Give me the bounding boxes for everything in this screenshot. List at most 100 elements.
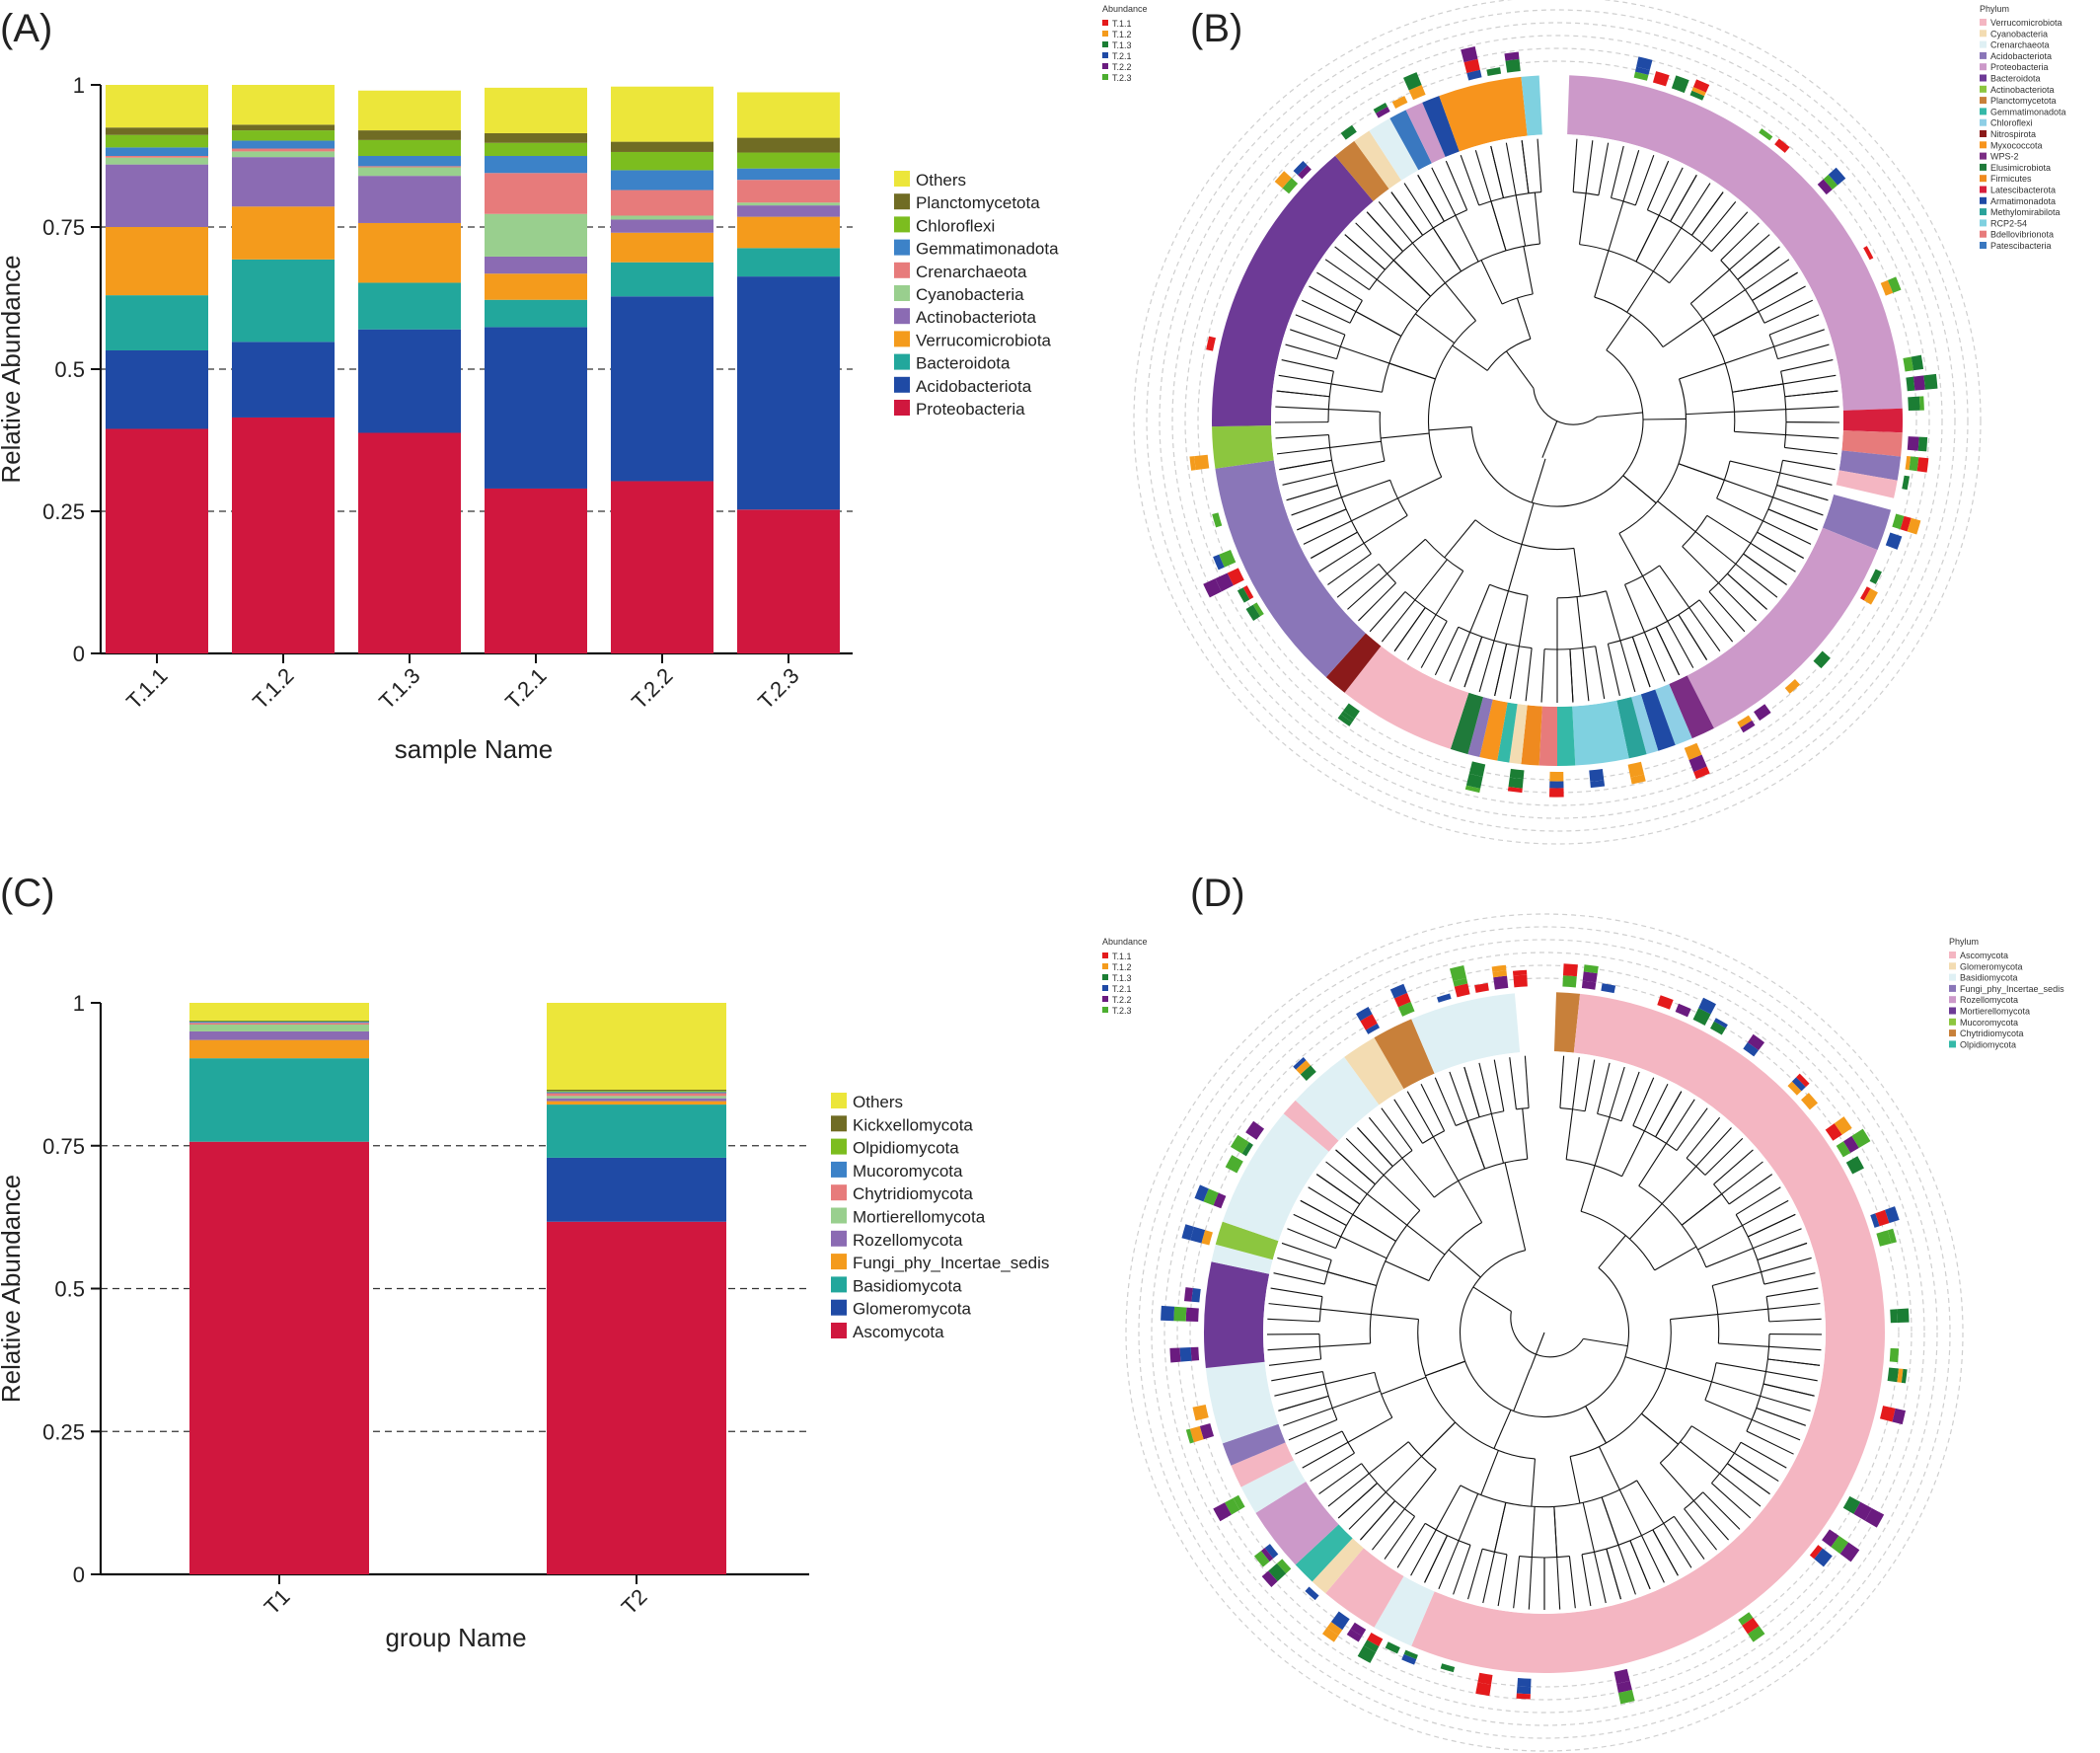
tree-branch	[1776, 484, 1829, 501]
tree-branch	[1410, 1529, 1437, 1576]
abundance-bar	[1326, 1622, 1343, 1637]
abundance-bar	[1463, 58, 1480, 73]
legend-swatch	[831, 1093, 847, 1108]
tree-branch	[1679, 362, 1726, 380]
bar-segment-verrucomicrobiota	[485, 273, 587, 300]
phylum-sector-wps-2	[1669, 675, 1714, 739]
bar-segment-gemmatimonadota	[611, 170, 713, 191]
tree-branch	[1680, 1441, 1721, 1475]
abundance-bar	[1189, 456, 1196, 471]
phylum-legend-label: Verrucomicrobiota	[1990, 18, 2062, 28]
tree-branch	[1434, 1077, 1457, 1126]
tree-branch	[1712, 311, 1760, 337]
abundance-bar	[1634, 66, 1650, 75]
tree-branch	[1585, 1406, 1607, 1444]
tree-branch	[1734, 409, 1786, 413]
abundance-bar	[1809, 1545, 1823, 1560]
tree-branch	[1334, 246, 1378, 280]
tree-branch	[1695, 1127, 1732, 1168]
tree-branch	[1519, 1556, 1545, 1559]
tree-branch	[1276, 446, 1330, 455]
phylum-sector-basidiomycota	[1240, 1460, 1307, 1513]
tree-branch	[1622, 475, 1657, 504]
abundance-bar	[1201, 1230, 1213, 1246]
tree-branch	[1378, 564, 1396, 584]
y-tick-label: 0.5	[54, 1277, 85, 1302]
abundance-bar	[1813, 650, 1831, 669]
abundance-ring	[1171, 35, 1943, 806]
bar-segment-mucoromycota	[189, 1022, 369, 1024]
abundance-bar	[1215, 572, 1234, 592]
tree-branch	[1504, 1162, 1517, 1210]
tree-branch	[1704, 1399, 1753, 1420]
tree-branch	[1407, 1441, 1437, 1470]
tree-branch	[1582, 1502, 1596, 1553]
tree-branch	[1528, 1557, 1533, 1610]
tree-branch	[1573, 548, 1581, 597]
tree-branch	[1345, 1138, 1385, 1176]
tree-branch	[1785, 434, 1839, 439]
tree-branch	[1435, 571, 1464, 616]
abundance-bar	[1466, 69, 1482, 81]
phylum-legend-swatch	[1980, 152, 1987, 160]
legend-swatch	[894, 262, 910, 278]
tree-branch	[1690, 191, 1724, 236]
phylum-sector-chloroflexi	[1655, 683, 1692, 745]
legend-label: Mucoromycota	[853, 1162, 963, 1181]
tree-branch	[1624, 584, 1645, 633]
tree-branch	[1652, 227, 1683, 272]
phylum-legend-swatch	[1949, 996, 1956, 1004]
phylum-sector-proteobacteria	[1687, 527, 1878, 728]
tree-branch	[1316, 271, 1363, 301]
phylum-legend-swatch	[1980, 230, 1987, 238]
tree-branch	[1578, 192, 1587, 245]
abundance-legend-label: T.1.1	[1112, 952, 1132, 961]
phylum-sector-cyanobacteria	[1509, 704, 1528, 765]
abundance-bar	[1698, 997, 1716, 1015]
phylum-legend-label: Nitrospirota	[1990, 129, 2036, 139]
tree-branch	[1632, 1077, 1655, 1126]
abundance-legend-title: Abundance	[1102, 937, 1148, 947]
tree-branch	[1518, 595, 1529, 647]
bar-segment-crenarchaeota	[611, 190, 713, 216]
abundance-bar	[1356, 1007, 1373, 1022]
tree-branch	[1393, 1099, 1423, 1144]
tree-branch	[1493, 1410, 1512, 1449]
tree-branch	[1582, 648, 1590, 702]
abundance-bar	[1261, 1570, 1278, 1587]
tree-branch	[1652, 1529, 1679, 1576]
abundance-bar	[1863, 588, 1878, 605]
abundance-bar	[1903, 356, 1913, 372]
tree-branch	[1608, 200, 1624, 252]
legend-swatch	[831, 1254, 847, 1270]
phylum-legend-label: Armatimonadota	[1990, 196, 2056, 206]
abundance-bar	[1213, 554, 1225, 571]
tree-branch	[1506, 350, 1535, 389]
tree-branch	[1692, 1500, 1729, 1541]
legend-label: Others	[853, 1093, 903, 1111]
tree-branch	[1523, 246, 1534, 294]
tree-branch	[1620, 1071, 1640, 1121]
tree-branch	[1641, 1535, 1665, 1583]
bar-segment-planctomycetota	[737, 137, 840, 153]
tree-branch	[1756, 1383, 1764, 1409]
tree-branch	[1556, 590, 1607, 599]
abundance-bar	[1454, 983, 1470, 998]
abundance-bar	[1169, 1347, 1181, 1363]
tree-branch	[1716, 497, 1763, 522]
tree-branch	[1478, 640, 1495, 693]
tree-branch	[1655, 1091, 1683, 1138]
tree-branch	[1579, 244, 1637, 263]
abundance-bar	[1477, 1672, 1493, 1685]
bar-segment-acidobacteriota	[232, 342, 335, 418]
bar-segment-cyanobacteria	[358, 167, 461, 177]
tree-branch	[1281, 1242, 1332, 1261]
tree-branch	[1303, 520, 1352, 545]
abundance-bar	[1842, 1495, 1861, 1514]
bar-segment-verrucomicrobiota	[611, 232, 713, 263]
tree-branch	[1686, 1116, 1721, 1159]
bar-segment-actinobacteriota	[611, 219, 713, 233]
phylum-legend-label: Olpidiomycota	[1960, 1039, 2016, 1049]
tree-branch	[1381, 599, 1416, 643]
abundance-bar	[1509, 768, 1525, 780]
